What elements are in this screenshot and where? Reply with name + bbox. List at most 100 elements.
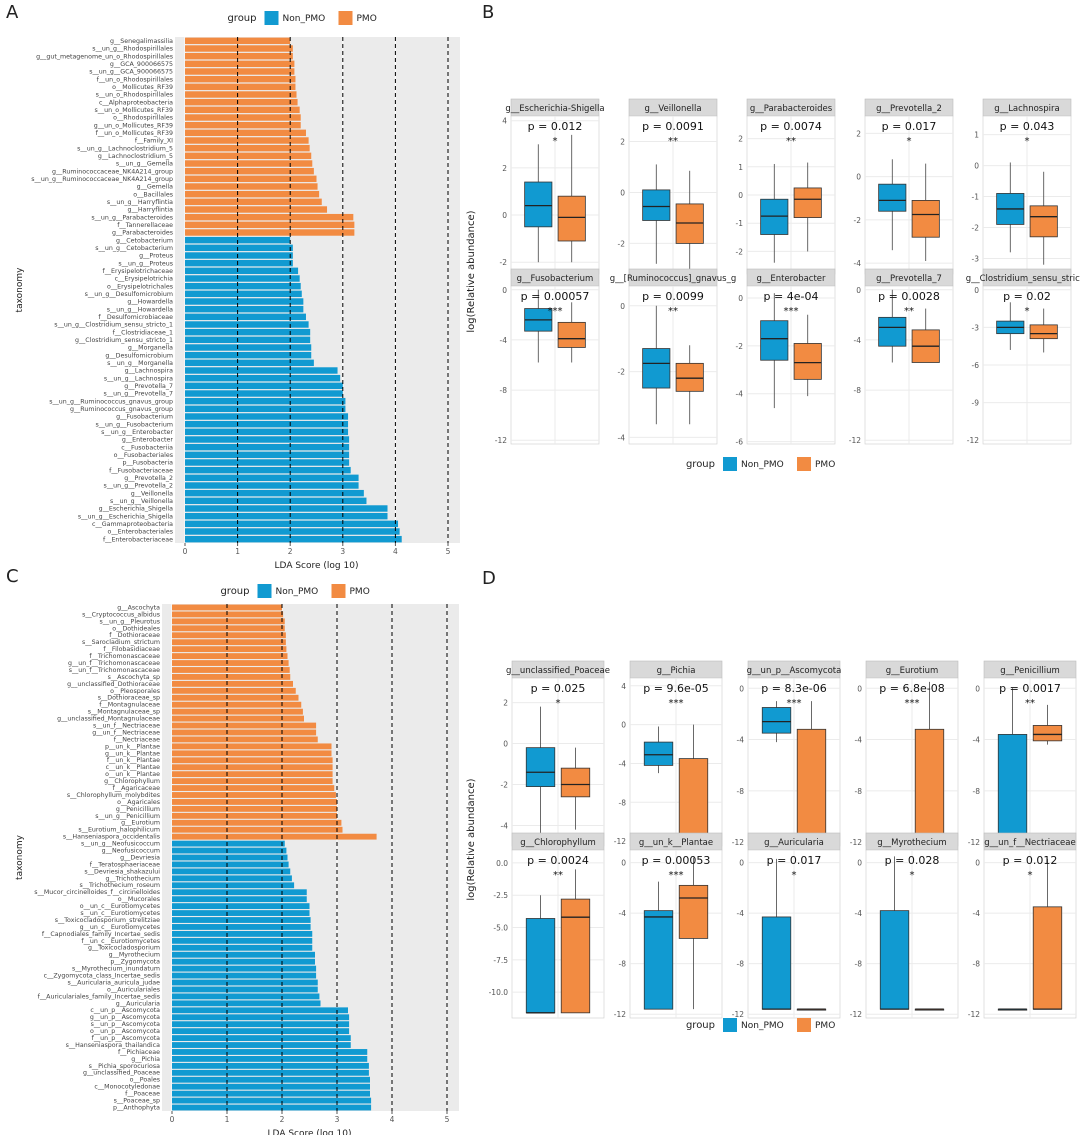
box-b-facet-strip-title: g__Veillonella [644, 104, 701, 114]
lda-a-bar [185, 98, 298, 106]
box-b-facet-box [1029, 205, 1058, 238]
box-b-facet-y-tick-label: 0 [620, 188, 625, 197]
box-b-facet-y-tick-label: -2 [618, 368, 626, 377]
lda-a-bar [185, 282, 301, 290]
lda-c-legend-title: group [220, 586, 249, 597]
lda-a-category-label: f__Enterobacteriaceae [103, 536, 173, 543]
lda-c-legend-label-non-pmo: Non_PMO [276, 587, 319, 597]
box-d-facet-y-tick-label: 0 [975, 859, 980, 868]
lda-a-category-label: s__un_g__Escherichia_Shigella [78, 513, 173, 520]
lda-a-category-label: s__un_g__Veillonella [110, 498, 173, 505]
lda-c-bar [172, 1028, 350, 1035]
lda-c-category-label: o__Agaricales [117, 799, 160, 806]
lda-c-category-label: s__Chlorophyllum_molybdites [67, 792, 160, 799]
lda-c-bar [172, 854, 288, 861]
box-b-facet-y-tick-label: -6 [972, 361, 980, 370]
box-b-facet-y-tick-label: 0 [738, 191, 743, 200]
lda-c-category-label: g__Penicillium [116, 806, 160, 813]
box-b-facet-y-tick-label: -3 [972, 323, 980, 332]
lda-c-bar [172, 1104, 372, 1111]
lda-c-category-label: g__Toxicocladosporium [88, 945, 160, 952]
lda-c-category-label: f__un_p__Ascomycota [92, 1035, 160, 1042]
box-d-facet-p-value: p = 0.0017 [999, 682, 1061, 695]
box-b-legend-label-non-pmo: Non_PMO [741, 460, 784, 470]
box-b-facet-box [878, 183, 907, 212]
box-b-facet-y-tick-label: -3 [972, 255, 980, 264]
box-d-facet-box [761, 707, 792, 734]
lda-c-bar [172, 1014, 350, 1021]
box-d-facet-significance: ** [1025, 698, 1035, 709]
box-d-facet-box [643, 910, 674, 1010]
lda-a-bar [185, 229, 355, 236]
lda-a-bar [185, 466, 351, 474]
lda-a-bar [185, 252, 293, 259]
lda-c-x-tick-label: 1 [225, 1115, 230, 1124]
box-b-facet-strip-title: g__Prevotella_2 [876, 104, 942, 114]
box-b-facet-y-tick-label: -9 [972, 399, 980, 408]
lda-a-category-label: c__Fusobacteriia [121, 444, 173, 451]
lda-a-category-label: f__Erysipelotrichaceae [103, 268, 174, 275]
lda-a-bar [185, 129, 306, 137]
lda-a-legend-label-pmo: PMO [357, 14, 377, 24]
box-b-facet-y-tick-label: 0 [502, 286, 507, 295]
lda-c-category-label: c__un_k__Plantae [106, 764, 161, 771]
box-b-facet-y-tick-label: 0 [502, 211, 507, 220]
lda-c-category-label: f__Pichiaceae [118, 1049, 160, 1056]
lda-c-category-label: g__un_k__Plantae [105, 750, 160, 757]
box-b-facet-box [1029, 324, 1058, 340]
lda-c-category-label: o__Mucorales [118, 896, 160, 903]
lda-a-x-tick-label: 3 [340, 547, 345, 556]
lda-c-bar [172, 674, 291, 680]
lda-a-bar [185, 114, 301, 121]
lda-c-bar [172, 965, 317, 972]
lda-a-bar [185, 397, 346, 405]
lda-c-bar [172, 896, 307, 903]
lda-a-category-label: s__un_g__Rhodospirillales [92, 46, 173, 53]
box-d-facet-significance: ** [553, 870, 563, 881]
lda-c-bar [172, 687, 296, 694]
lda-c-bar [172, 1083, 370, 1090]
box-d-facet-significance: * [1028, 870, 1033, 881]
lda-c-bar [172, 889, 307, 896]
box-d-facet-p-value: p = 0.028 [885, 854, 940, 867]
box-d-facet-box [678, 884, 709, 939]
lda-c-bar [172, 750, 332, 757]
lda-a-bar [185, 106, 300, 114]
box-b-facet-significance: *** [784, 306, 799, 317]
box-d-facet-significance: * [910, 870, 915, 881]
lda-a-category-label: g__Clostridium_sensu_stricto_1 [75, 337, 173, 344]
box-b-legend-title: group [686, 459, 715, 470]
lda-c-bar [172, 667, 290, 673]
lda-c-category-label: c__Monocotyledonae [94, 1084, 160, 1091]
lda-a-category-label: s__un_g__Ruminococcus_gnavus_group [49, 398, 173, 405]
lda-a-legend-key-non-pmo [264, 11, 279, 25]
lda-c-category-label: s__Cryptococcus_albidus [82, 611, 160, 618]
lda-a-bar [185, 206, 328, 213]
box-b-facet-y-tick-label: -4 [618, 433, 626, 442]
lda-c-bar [172, 799, 337, 805]
box-b-facet-p-value: p = 0.017 [882, 120, 937, 133]
lda-a-category-label: g__Gemella [137, 184, 174, 191]
lda-a-bar [185, 183, 318, 190]
box-d-legend-label-pmo: PMO [815, 1021, 835, 1031]
box-d-facet-y-tick-label: 0 [503, 740, 508, 749]
lda-a-category-label: g__Fusobacterium [116, 414, 173, 421]
box-d-facet-strip-title: g__Pichia [657, 666, 696, 676]
box-b-legend-key-non-pmo [723, 457, 737, 471]
box-b-facet-y-tick-label: 2 [502, 164, 507, 173]
lda-a-bar [185, 344, 312, 351]
lda-a-bar [185, 359, 314, 367]
lda-a-category-label: f__Family_XI [135, 138, 173, 145]
box-b-facet-y-tick-label: 0 [738, 294, 743, 303]
lda-a-bar [185, 443, 350, 451]
lda-a-category-label: g__Ruminococcaceae_NK4A214_group [52, 168, 173, 175]
lda-a-bar [185, 497, 367, 505]
box-b-facet-significance: * [1025, 306, 1030, 317]
box-b-facet-box [642, 189, 671, 221]
lda-c-x-tick-label: 3 [335, 1115, 340, 1124]
box-d-facet-y-tick-label: -2 [501, 781, 509, 790]
box-b-facet-strip-title: g__Enterobacter [756, 274, 826, 284]
lda-a-category-label: g__Harryflintia [128, 207, 174, 214]
lda-c-x-tick-label: 2 [280, 1115, 285, 1124]
